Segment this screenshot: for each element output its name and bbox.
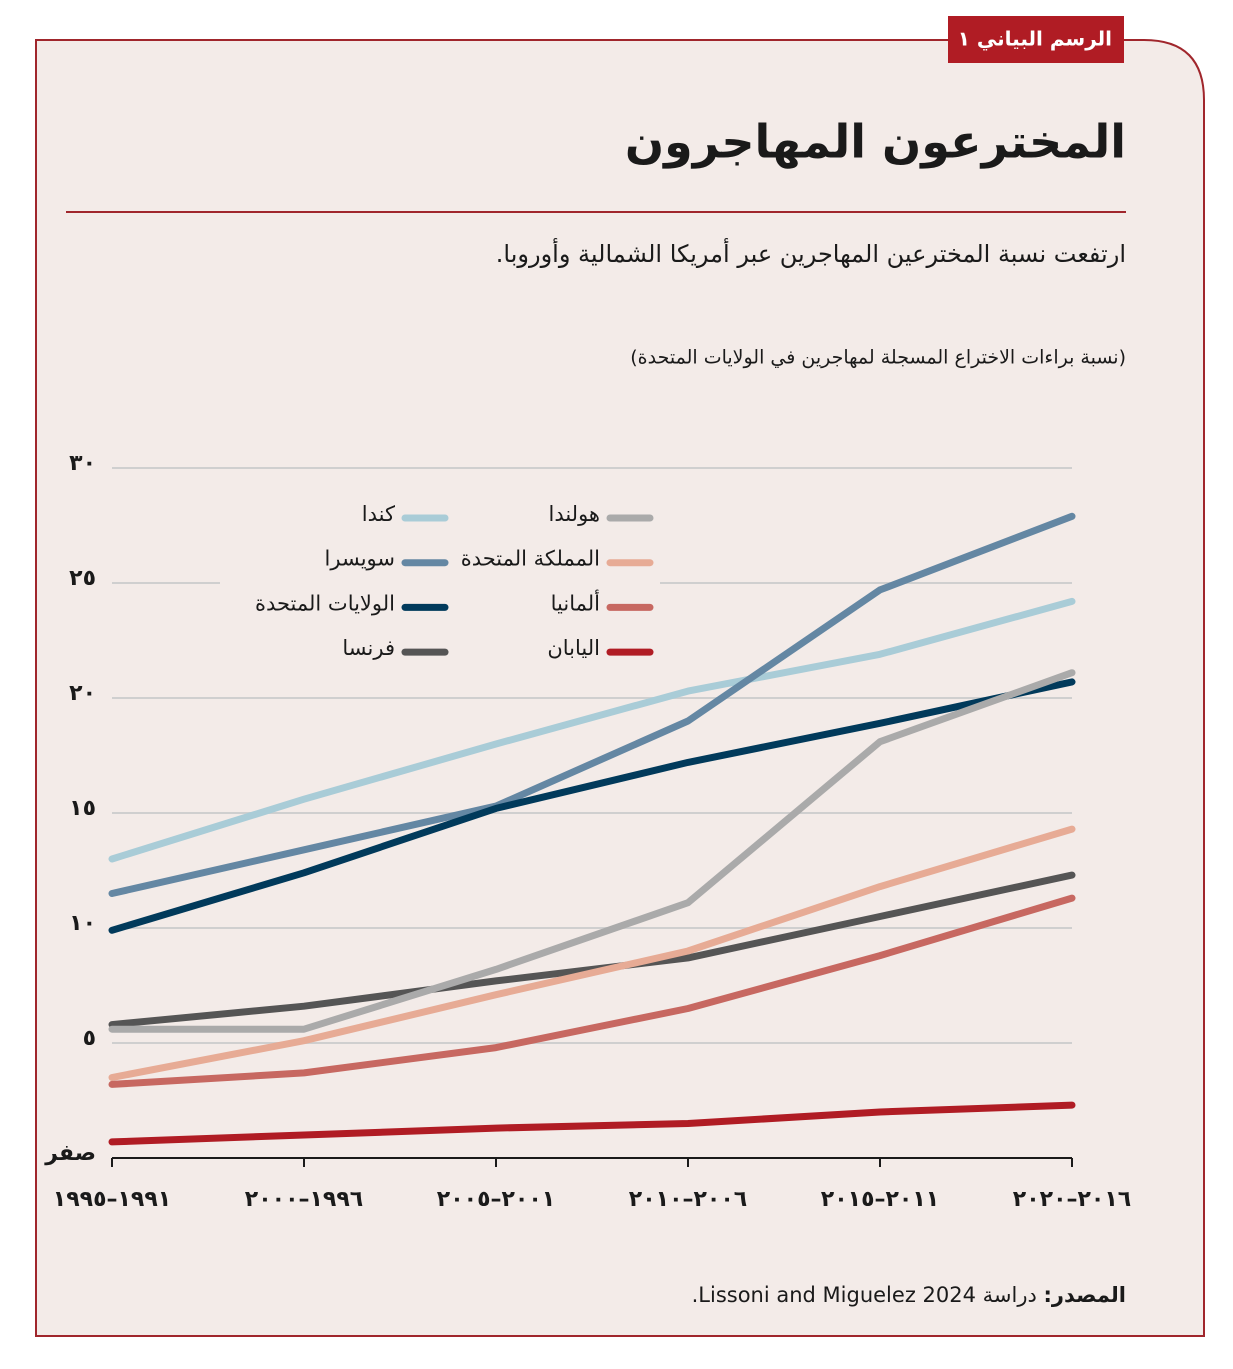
legend-label: ألمانيا bbox=[551, 589, 600, 615]
badge: الرسم البياني ١ bbox=[958, 27, 1112, 52]
source-label: المصدر: bbox=[1044, 1283, 1126, 1307]
series-line bbox=[108, 597, 1076, 863]
x-tick-label: ٢٠١٦–٢٠٢٠ bbox=[1013, 1187, 1131, 1212]
y-tick-label: ٢٠ bbox=[69, 681, 96, 706]
y-tick-label: ١٠ bbox=[69, 911, 96, 936]
series-line bbox=[108, 678, 1076, 934]
legend-bg bbox=[220, 495, 660, 675]
legend-label: فرنسا bbox=[342, 636, 395, 660]
subtitle: ارتفعت نسبة المخترعين المهاجرين عبر أمري… bbox=[496, 238, 1126, 268]
y-tick-label: ١٥ bbox=[69, 796, 96, 821]
series-line bbox=[108, 1101, 1076, 1146]
x-tick-label: ١٩٩٦–٢٠٠٠ bbox=[245, 1187, 363, 1212]
plot: صفر ٥ ١٠ ١٥ ٢٠ ٢٥ ٣٠ ١٩٩١–١٩٩٥ ١٩٩٦–٢٠٠٠ ٢٠٠١–٢٠٠… bbox=[44, 451, 1131, 1212]
legend-label: اليابان bbox=[547, 636, 600, 660]
x-tick-label: ٢٠٠١–٢٠٠٥ bbox=[437, 1187, 555, 1212]
series-line bbox=[108, 512, 1076, 897]
legend-label: المملكة المتحدة bbox=[461, 547, 600, 571]
series-line bbox=[108, 669, 1076, 1033]
source-text: دراسة Lissoni and Miguelez 2024. bbox=[692, 1283, 1037, 1307]
legend-label: كندا bbox=[362, 502, 395, 526]
source: المصدر: دراسة Lissoni and Miguelez 2024. bbox=[692, 1283, 1126, 1307]
x-tick-label: ٢٠١١–٢٠١٥ bbox=[821, 1187, 939, 1212]
series-line bbox=[108, 825, 1076, 1081]
series-line bbox=[108, 894, 1076, 1088]
legend-label: سويسرا bbox=[325, 547, 395, 571]
y-axis-label: (نسبة براءات الاختراع المسجلة لمهاجرين ف… bbox=[630, 347, 1126, 369]
x-tick-label: ٢٠٠٦–٢٠١٠ bbox=[629, 1187, 747, 1212]
chart-title: المخترعون المهاجرون bbox=[625, 115, 1126, 169]
y-tick-label: ٥ bbox=[83, 1026, 96, 1051]
y-tick-label: صفر bbox=[44, 1141, 96, 1166]
x-tick-label: ١٩٩١–١٩٩٥ bbox=[53, 1187, 171, 1212]
legend-label: هولندا bbox=[548, 502, 600, 526]
legend-label: الولايات المتحدة bbox=[255, 591, 395, 615]
y-tick-label: ٢٥ bbox=[69, 566, 96, 591]
y-tick-label: ٣٠ bbox=[69, 451, 96, 476]
badge-box bbox=[948, 16, 1124, 63]
panel bbox=[35, 39, 1205, 1337]
